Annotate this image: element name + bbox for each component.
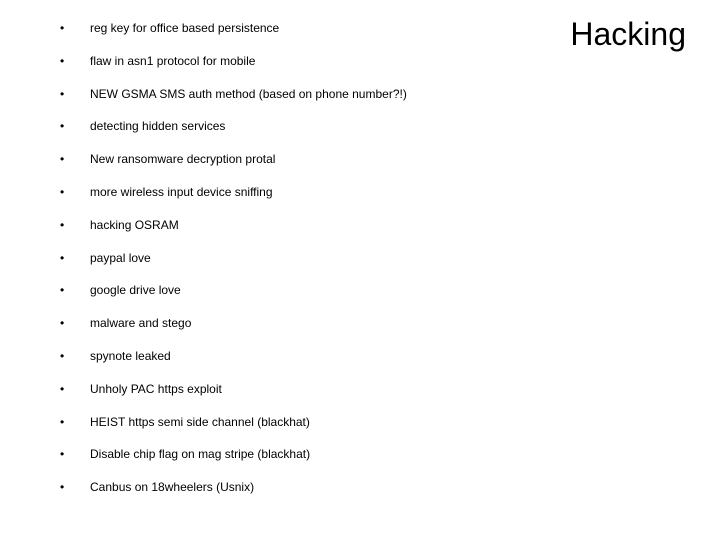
list-item: • more wireless input device sniffing [58, 186, 528, 200]
bullet-text: Canbus on 18wheelers (Usnix) [90, 481, 528, 495]
list-item: • Unholy PAC https exploit [58, 383, 528, 397]
list-item: • Disable chip flag on mag stripe (black… [58, 448, 528, 462]
list-item: • NEW GSMA SMS auth method (based on pho… [58, 88, 528, 102]
slide-title: Hacking [570, 18, 686, 50]
bullet-icon: • [58, 120, 90, 134]
bullet-text: flaw in asn1 protocol for mobile [90, 55, 528, 69]
slide: Hacking • reg key for office based persi… [0, 0, 720, 540]
bullet-text: detecting hidden services [90, 120, 528, 134]
list-item: • HEIST https semi side channel (blackha… [58, 416, 528, 430]
list-item: • flaw in asn1 protocol for mobile [58, 55, 528, 69]
bullet-icon: • [58, 88, 90, 102]
list-item: • reg key for office based persistence [58, 22, 528, 36]
bullet-icon: • [58, 350, 90, 364]
bullet-text: hacking OSRAM [90, 219, 528, 233]
list-item: • New ransomware decryption protal [58, 153, 528, 167]
bullet-icon: • [58, 284, 90, 298]
list-item: • paypal love [58, 252, 528, 266]
bullet-text: Disable chip flag on mag stripe (blackha… [90, 448, 528, 462]
list-item: • google drive love [58, 284, 528, 298]
bullet-icon: • [58, 317, 90, 331]
bullet-icon: • [58, 219, 90, 233]
bullet-icon: • [58, 186, 90, 200]
bullet-list: • reg key for office based persistence •… [58, 22, 528, 514]
bullet-text: more wireless input device sniffing [90, 186, 528, 200]
bullet-icon: • [58, 22, 90, 36]
bullet-text: google drive love [90, 284, 528, 298]
list-item: • hacking OSRAM [58, 219, 528, 233]
bullet-text: Unholy PAC https exploit [90, 383, 528, 397]
bullet-icon: • [58, 416, 90, 430]
bullet-text: reg key for office based persistence [90, 22, 528, 36]
bullet-text: New ransomware decryption protal [90, 153, 528, 167]
bullet-icon: • [58, 252, 90, 266]
bullet-icon: • [58, 481, 90, 495]
bullet-text: HEIST https semi side channel (blackhat) [90, 416, 528, 430]
list-item: • detecting hidden services [58, 120, 528, 134]
bullet-icon: • [58, 448, 90, 462]
list-item: • spynote leaked [58, 350, 528, 364]
list-item: • Canbus on 18wheelers (Usnix) [58, 481, 528, 495]
bullet-icon: • [58, 55, 90, 69]
bullet-text: paypal love [90, 252, 528, 266]
bullet-icon: • [58, 153, 90, 167]
bullet-text: NEW GSMA SMS auth method (based on phone… [90, 88, 528, 102]
bullet-icon: • [58, 383, 90, 397]
bullet-text: malware and stego [90, 317, 528, 331]
list-item: • malware and stego [58, 317, 528, 331]
bullet-text: spynote leaked [90, 350, 528, 364]
